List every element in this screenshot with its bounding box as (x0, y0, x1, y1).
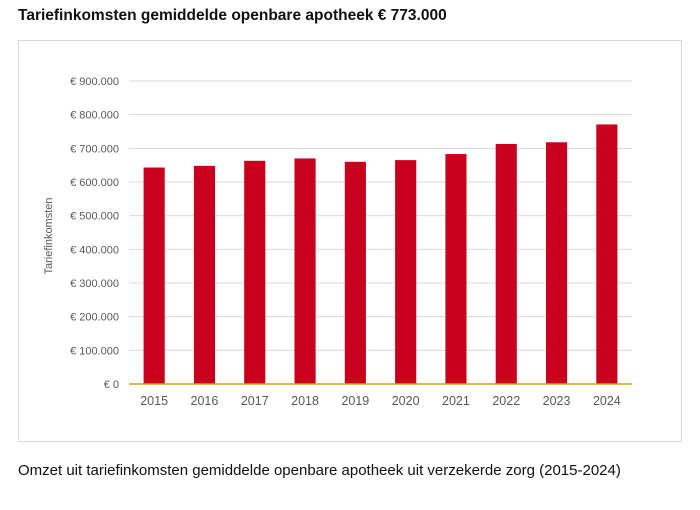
x-tick-label: 2023 (543, 394, 571, 408)
chart-container: € 0 € 100.000 € 200.000 € 300.000 € 400.000 €… (18, 40, 682, 442)
bar-2016 (193, 165, 216, 384)
chart-caption: Omzet uit tariefinkomsten gemiddelde ope… (18, 462, 621, 479)
x-tick-label: 2019 (341, 394, 369, 408)
x-tick-label: 2016 (191, 394, 219, 408)
y-tick-label: € 400.000 (70, 244, 119, 256)
y-tick-label: € 800.000 (70, 110, 119, 122)
y-tick-label: € 0 (104, 379, 119, 391)
y-tick-label: € 300.000 (70, 278, 119, 290)
x-tick-label: 2024 (593, 394, 621, 408)
x-tick-label: 2018 (291, 394, 319, 408)
y-axis-ticks: € 0 € 100.000 € 200.000 € 300.000 € 400.000 €… (70, 76, 119, 391)
y-axis-label: Tariefinkomsten (43, 197, 55, 274)
bar-2018 (294, 158, 316, 384)
bar-2023 (545, 142, 568, 384)
x-tick-label: 2022 (492, 394, 520, 408)
y-tick-label: € 900.000 (70, 76, 119, 88)
bar-2021 (445, 154, 467, 384)
x-tick-label: 2020 (392, 394, 420, 408)
bar-2024 (596, 124, 618, 385)
bars (129, 124, 632, 385)
y-tick-label: € 200.000 (70, 312, 119, 324)
x-tick-label: 2021 (442, 394, 470, 408)
bar-2020 (395, 160, 417, 384)
bar-chart: € 0 € 100.000 € 200.000 € 300.000 € 400.000 €… (43, 76, 632, 408)
y-tick-label: € 100.000 (70, 345, 119, 357)
x-tick-label: 2017 (241, 394, 269, 408)
bar-2015 (143, 167, 165, 384)
y-tick-label: € 600.000 (70, 177, 119, 189)
bar-2022 (495, 143, 517, 384)
x-axis-ticks: 2015 2016 2017 2018 2019 2020 2021 2022 2023 2024 (140, 394, 621, 408)
bar-2017 (244, 160, 266, 384)
x-tick-label: 2015 (140, 394, 168, 408)
bar-2019 (344, 161, 366, 384)
page-heading: Tariefinkomsten gemiddelde openbare apot… (18, 7, 447, 24)
y-tick-label: € 500.000 (70, 211, 119, 223)
y-tick-label: € 700.000 (70, 143, 119, 155)
